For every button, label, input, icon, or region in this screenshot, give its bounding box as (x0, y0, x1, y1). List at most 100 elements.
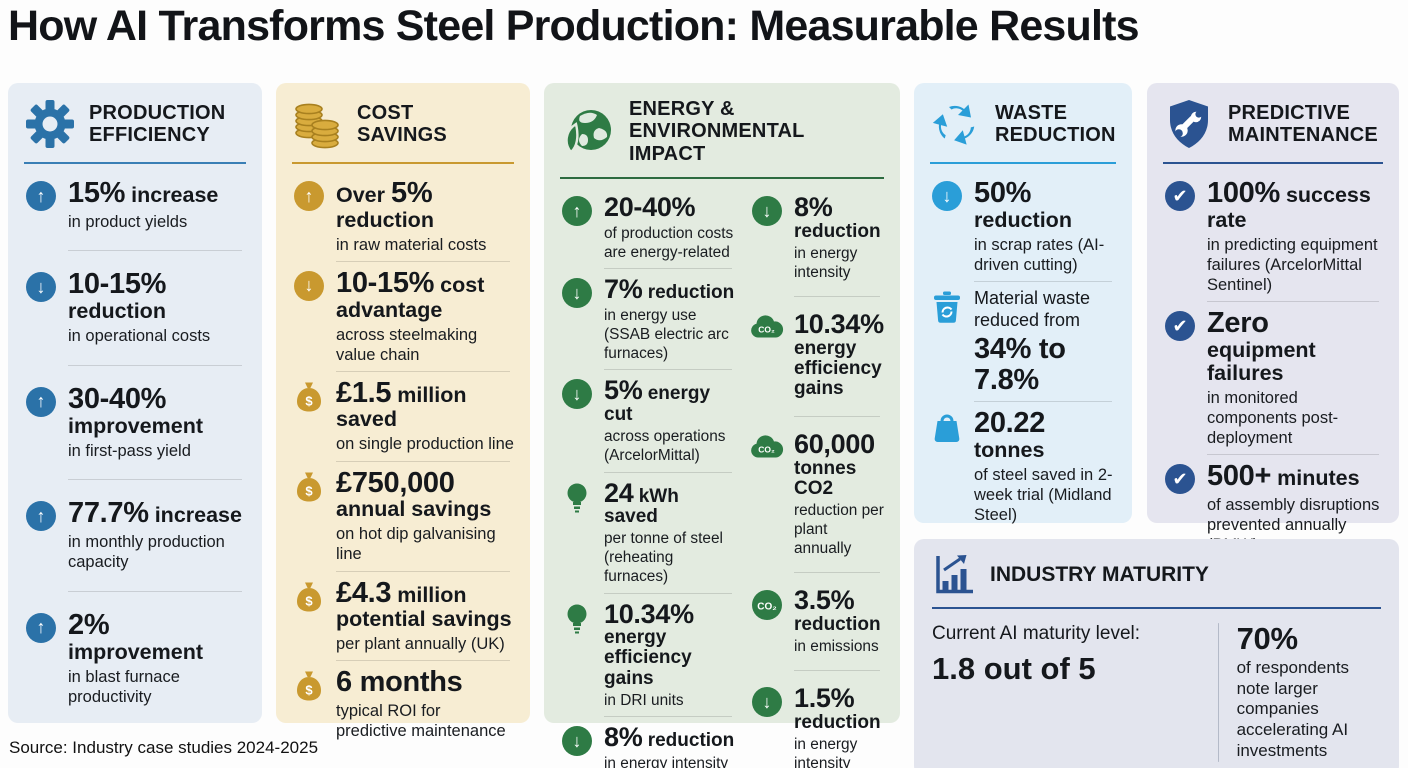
stat-item: ↓ 8% reduction in energy intensity (560, 723, 736, 768)
steel-bag-icon (934, 414, 960, 443)
card-title: INDUSTRY MATURITY (990, 563, 1209, 586)
source-note: Source: Industry case studies 2024-2025 (9, 738, 319, 757)
stat-sub: in first-pass yield (68, 441, 191, 460)
item-divider (336, 570, 510, 572)
item-divider (604, 369, 732, 371)
bottom-cutoff-strip: Source: Industry case studies 2024-2025S… (0, 763, 1408, 768)
money-bag-icon: $ (297, 472, 321, 502)
down-arrow-icon: ↓ (562, 726, 592, 757)
card-header: INDUSTRY MATURITY (932, 553, 1381, 609)
stat-sub: per plant annually (UK) (336, 635, 505, 654)
up-arrow-icon: ↑ (26, 501, 56, 532)
item-divider (68, 590, 242, 592)
stat-sub: in DRI units (604, 691, 684, 709)
stat-label: minutes (1271, 466, 1360, 491)
card-title: PREDICTIVE MAINTENANCE (1228, 101, 1378, 146)
bar-chart-icon (936, 555, 973, 594)
stat-sub: in energy use (SSAB electric arc furnace… (604, 306, 729, 362)
stat-value: 8% (794, 192, 833, 223)
stat-value: 24 (604, 477, 634, 508)
stat-value: 5% (604, 375, 643, 406)
card-header: COST SAVINGS (292, 98, 514, 164)
card-title: COST SAVINGS (357, 101, 447, 146)
item-divider (794, 295, 880, 297)
up-arrow-icon: ↑ (26, 612, 56, 643)
stat-value: 500+ (1207, 460, 1272, 493)
lightbulb-icon (567, 604, 587, 634)
stat-label: million potential savings (336, 582, 512, 632)
vertical-divider (1218, 623, 1219, 762)
stat-label: million saved (336, 382, 467, 432)
stat-label: reduction (974, 207, 1072, 232)
stat-sub: in energy intensity (794, 244, 858, 281)
stat-sub: in scrap rates (AI-driven cutting) (974, 235, 1105, 274)
stat-sub: per tonne of steel (reheating furnaces) (604, 530, 723, 585)
stat-label: increase (125, 183, 219, 207)
svg-text:CO₂: CO₂ (758, 325, 775, 335)
stat-label: reduction (336, 207, 434, 232)
stat-sub: of production costs are energy-related (604, 224, 734, 261)
stat-sub: in energy intensity (794, 736, 858, 768)
item-divider (794, 415, 880, 417)
item-divider (794, 571, 880, 573)
item-divider (68, 479, 242, 481)
svg-text:$: $ (305, 593, 313, 608)
down-arrow-icon: ↓ (752, 196, 782, 227)
svg-text:CO₂: CO₂ (757, 602, 776, 613)
stat-label: tonnes CO2 (794, 457, 857, 499)
stat-value: 100% (1207, 177, 1280, 209)
coins-icon (295, 103, 339, 149)
stat-value: 6 months (336, 666, 463, 699)
stat-value: 20.22 (974, 407, 1046, 440)
right-column-group: WASTE REDUCTION ↓ 50% reduction in scrap… (914, 83, 1399, 768)
item-divider (604, 716, 732, 718)
item-divider (1207, 301, 1379, 303)
stat-label: tonnes (974, 438, 1045, 463)
item-divider (794, 670, 880, 672)
stat-item: ↑ 20-40% of production costs are energy-… (560, 193, 736, 262)
co2-cloud-icon: CO₂ (751, 315, 784, 338)
stat-value: 5% (390, 177, 433, 209)
svg-text:$: $ (305, 683, 313, 698)
stat-value: 10.34% (794, 309, 884, 340)
card-cost-savings: COST SAVINGS ↑ Over 5% reduction in raw … (276, 83, 530, 740)
stat-value: 77.7% (68, 497, 149, 530)
card-header: PREDICTIVE MAINTENANCE (1163, 98, 1383, 164)
stat-item: ↓ 1.5% reduction in energy intensity (750, 684, 884, 768)
stat-label: energy efficiency gains (604, 627, 692, 689)
stat-item: ↑ 77.7% increase in monthly production c… (24, 498, 246, 572)
money-bag-icon: $ (297, 671, 321, 701)
maturity-stat-block: 70% of respondents note larger companies… (1237, 622, 1381, 762)
card-title: WASTE REDUCTION (995, 101, 1116, 146)
item-divider (68, 364, 242, 366)
item-divider (604, 471, 732, 473)
stat-sub: in operational costs (68, 327, 211, 346)
stat-item: ↓ 10-15% cost advantage across steelmaki… (292, 267, 514, 365)
down-arrow-icon: ↓ (752, 687, 782, 718)
item-divider (68, 250, 242, 252)
stat-label: kWh saved (604, 485, 679, 528)
stat-label: cost advantage (336, 272, 485, 322)
item-divider (336, 660, 510, 662)
stat-label: increase (148, 503, 242, 528)
stat-label: improvement (68, 639, 204, 664)
card-predictive-maintenance: PREDICTIVE MAINTENANCE ✔ 100% success ra… (1147, 83, 1399, 554)
stat-sub: of steel saved in 2-week trial (Midland … (974, 466, 1113, 525)
stat-value: 7% (604, 274, 643, 305)
maturity-label: Current AI maturity level: (932, 623, 1141, 644)
stat-item: ↑ 15% increase in product yields (24, 178, 246, 232)
stat-item: ✔ Zero equipment failures in monitored c… (1163, 308, 1383, 448)
stat-item: $ 6 months typical ROI for predictive ma… (292, 667, 514, 741)
stat-item: Material waste reduced from 34% to 7.8% (930, 288, 1116, 395)
down-arrow-icon: ↓ (562, 278, 592, 309)
stat-sub: on single production line (336, 435, 514, 454)
stat-sub: in emissions (794, 637, 879, 655)
card-header: ENERGY & ENVIRONMENTAL IMPACT (560, 98, 884, 180)
recycle-icon (932, 104, 975, 145)
up-arrow-icon: ↑ (562, 196, 592, 227)
stat-value: 50% (974, 177, 1032, 209)
infographic-board: PRODUCTION EFFICIENCY ↑ 15% increase in … (0, 83, 1408, 768)
stat-item: ↓ 10-15% reduction in operational costs (24, 269, 246, 346)
gear-icon (26, 100, 74, 148)
stat-item: $ £750,000 annual savings on hot dip gal… (292, 467, 514, 565)
